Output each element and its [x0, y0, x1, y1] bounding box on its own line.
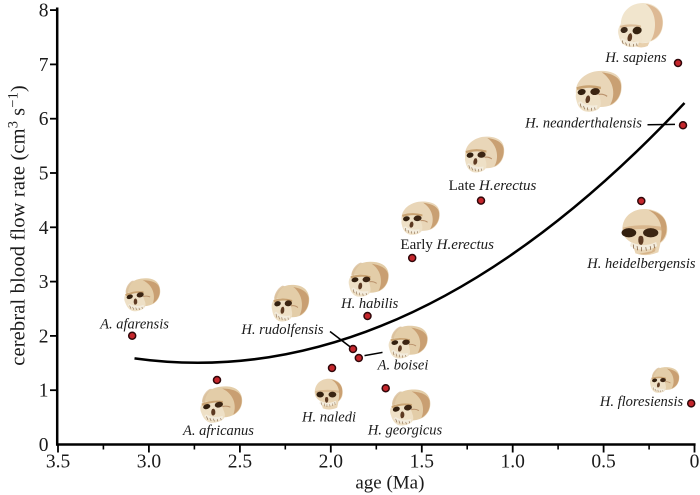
- svg-text:6: 6: [39, 109, 49, 130]
- svg-text:H. naledi: H. naledi: [301, 410, 356, 426]
- svg-text:H. neanderthalensis: H. neanderthalensis: [524, 116, 642, 132]
- svg-text:H. floresiensis: H. floresiensis: [599, 394, 684, 410]
- svg-text:1: 1: [39, 381, 49, 402]
- svg-text:H. heidelbergensis: H. heidelbergensis: [586, 256, 696, 272]
- svg-text:3.0: 3.0: [137, 452, 161, 473]
- svg-text:Early H.erectus: Early H.erectus: [400, 237, 494, 253]
- svg-text:3.5: 3.5: [46, 452, 70, 473]
- svg-text:1.0: 1.0: [501, 452, 525, 473]
- svg-text:A. africanus: A. africanus: [182, 423, 254, 439]
- svg-text:3: 3: [39, 272, 49, 293]
- svg-text:H. sapiens: H. sapiens: [604, 50, 667, 66]
- svg-text:0.5: 0.5: [591, 452, 615, 473]
- svg-text:5: 5: [39, 164, 49, 185]
- svg-text:1.5: 1.5: [410, 452, 434, 473]
- svg-text:0: 0: [39, 435, 49, 456]
- svg-text:8: 8: [39, 1, 49, 22]
- svg-text:7: 7: [39, 55, 49, 76]
- svg-text:A. afarensis: A. afarensis: [99, 317, 169, 333]
- svg-text:4: 4: [39, 218, 49, 239]
- svg-text:cerebral blood flow rate (cm3: cerebral blood flow rate (cm3 s−1): [6, 85, 30, 366]
- svg-text:A. boisei: A. boisei: [377, 358, 429, 374]
- svg-text:H. rudolfensis: H. rudolfensis: [240, 322, 324, 338]
- svg-text:2.5: 2.5: [228, 452, 252, 473]
- svg-text:2: 2: [39, 326, 49, 347]
- svg-text:age (Ma): age (Ma): [355, 473, 424, 494]
- svg-text:H. georgicus: H. georgicus: [367, 423, 443, 439]
- svg-text:0: 0: [690, 452, 700, 473]
- svg-text:H. habilis: H. habilis: [340, 296, 399, 312]
- svg-text:2.0: 2.0: [319, 452, 343, 473]
- svg-text:Late H.erectus: Late H.erectus: [449, 178, 537, 194]
